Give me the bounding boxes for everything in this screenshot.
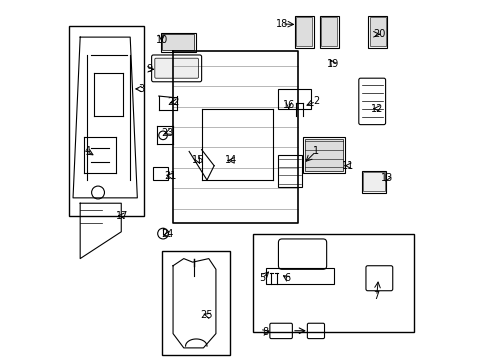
Text: 18: 18 <box>275 19 287 29</box>
Text: 1: 1 <box>312 147 318 157</box>
Bar <box>69 26 144 216</box>
Text: 21: 21 <box>163 171 176 181</box>
Text: 7: 7 <box>373 291 379 301</box>
Text: 16: 16 <box>282 100 294 110</box>
Text: 4: 4 <box>84 147 90 157</box>
Text: 17: 17 <box>116 211 128 221</box>
Text: 19: 19 <box>326 59 339 69</box>
Bar <box>305 139 342 171</box>
Bar <box>321 18 337 46</box>
Bar <box>319 16 339 48</box>
Bar <box>153 167 167 180</box>
Text: 20: 20 <box>372 29 385 39</box>
Text: 25: 25 <box>201 310 213 320</box>
Bar <box>162 251 230 355</box>
Bar <box>303 137 344 173</box>
Text: 13: 13 <box>381 173 393 183</box>
Text: 11: 11 <box>341 161 353 171</box>
Bar <box>296 18 312 46</box>
Bar <box>253 234 413 332</box>
Text: 2: 2 <box>312 96 318 107</box>
Text: 9: 9 <box>146 64 153 74</box>
Text: 6: 6 <box>284 273 290 283</box>
Text: 14: 14 <box>224 156 237 165</box>
Bar <box>363 172 384 192</box>
Bar <box>162 34 194 50</box>
Text: 8: 8 <box>263 327 268 337</box>
Text: 10: 10 <box>155 35 167 45</box>
Text: 23: 23 <box>161 128 174 138</box>
Bar <box>278 155 301 187</box>
Bar <box>362 171 385 193</box>
Text: 24: 24 <box>161 229 174 239</box>
Bar <box>265 267 333 284</box>
Bar <box>367 16 386 48</box>
FancyBboxPatch shape <box>155 58 198 78</box>
Text: 5: 5 <box>259 273 265 283</box>
Text: 12: 12 <box>370 104 383 113</box>
Bar <box>160 33 196 53</box>
Text: 22: 22 <box>166 98 179 108</box>
Bar <box>294 16 313 48</box>
Bar <box>278 89 310 109</box>
Text: 3: 3 <box>138 84 143 94</box>
Bar <box>369 18 385 46</box>
Text: 15: 15 <box>191 156 204 165</box>
